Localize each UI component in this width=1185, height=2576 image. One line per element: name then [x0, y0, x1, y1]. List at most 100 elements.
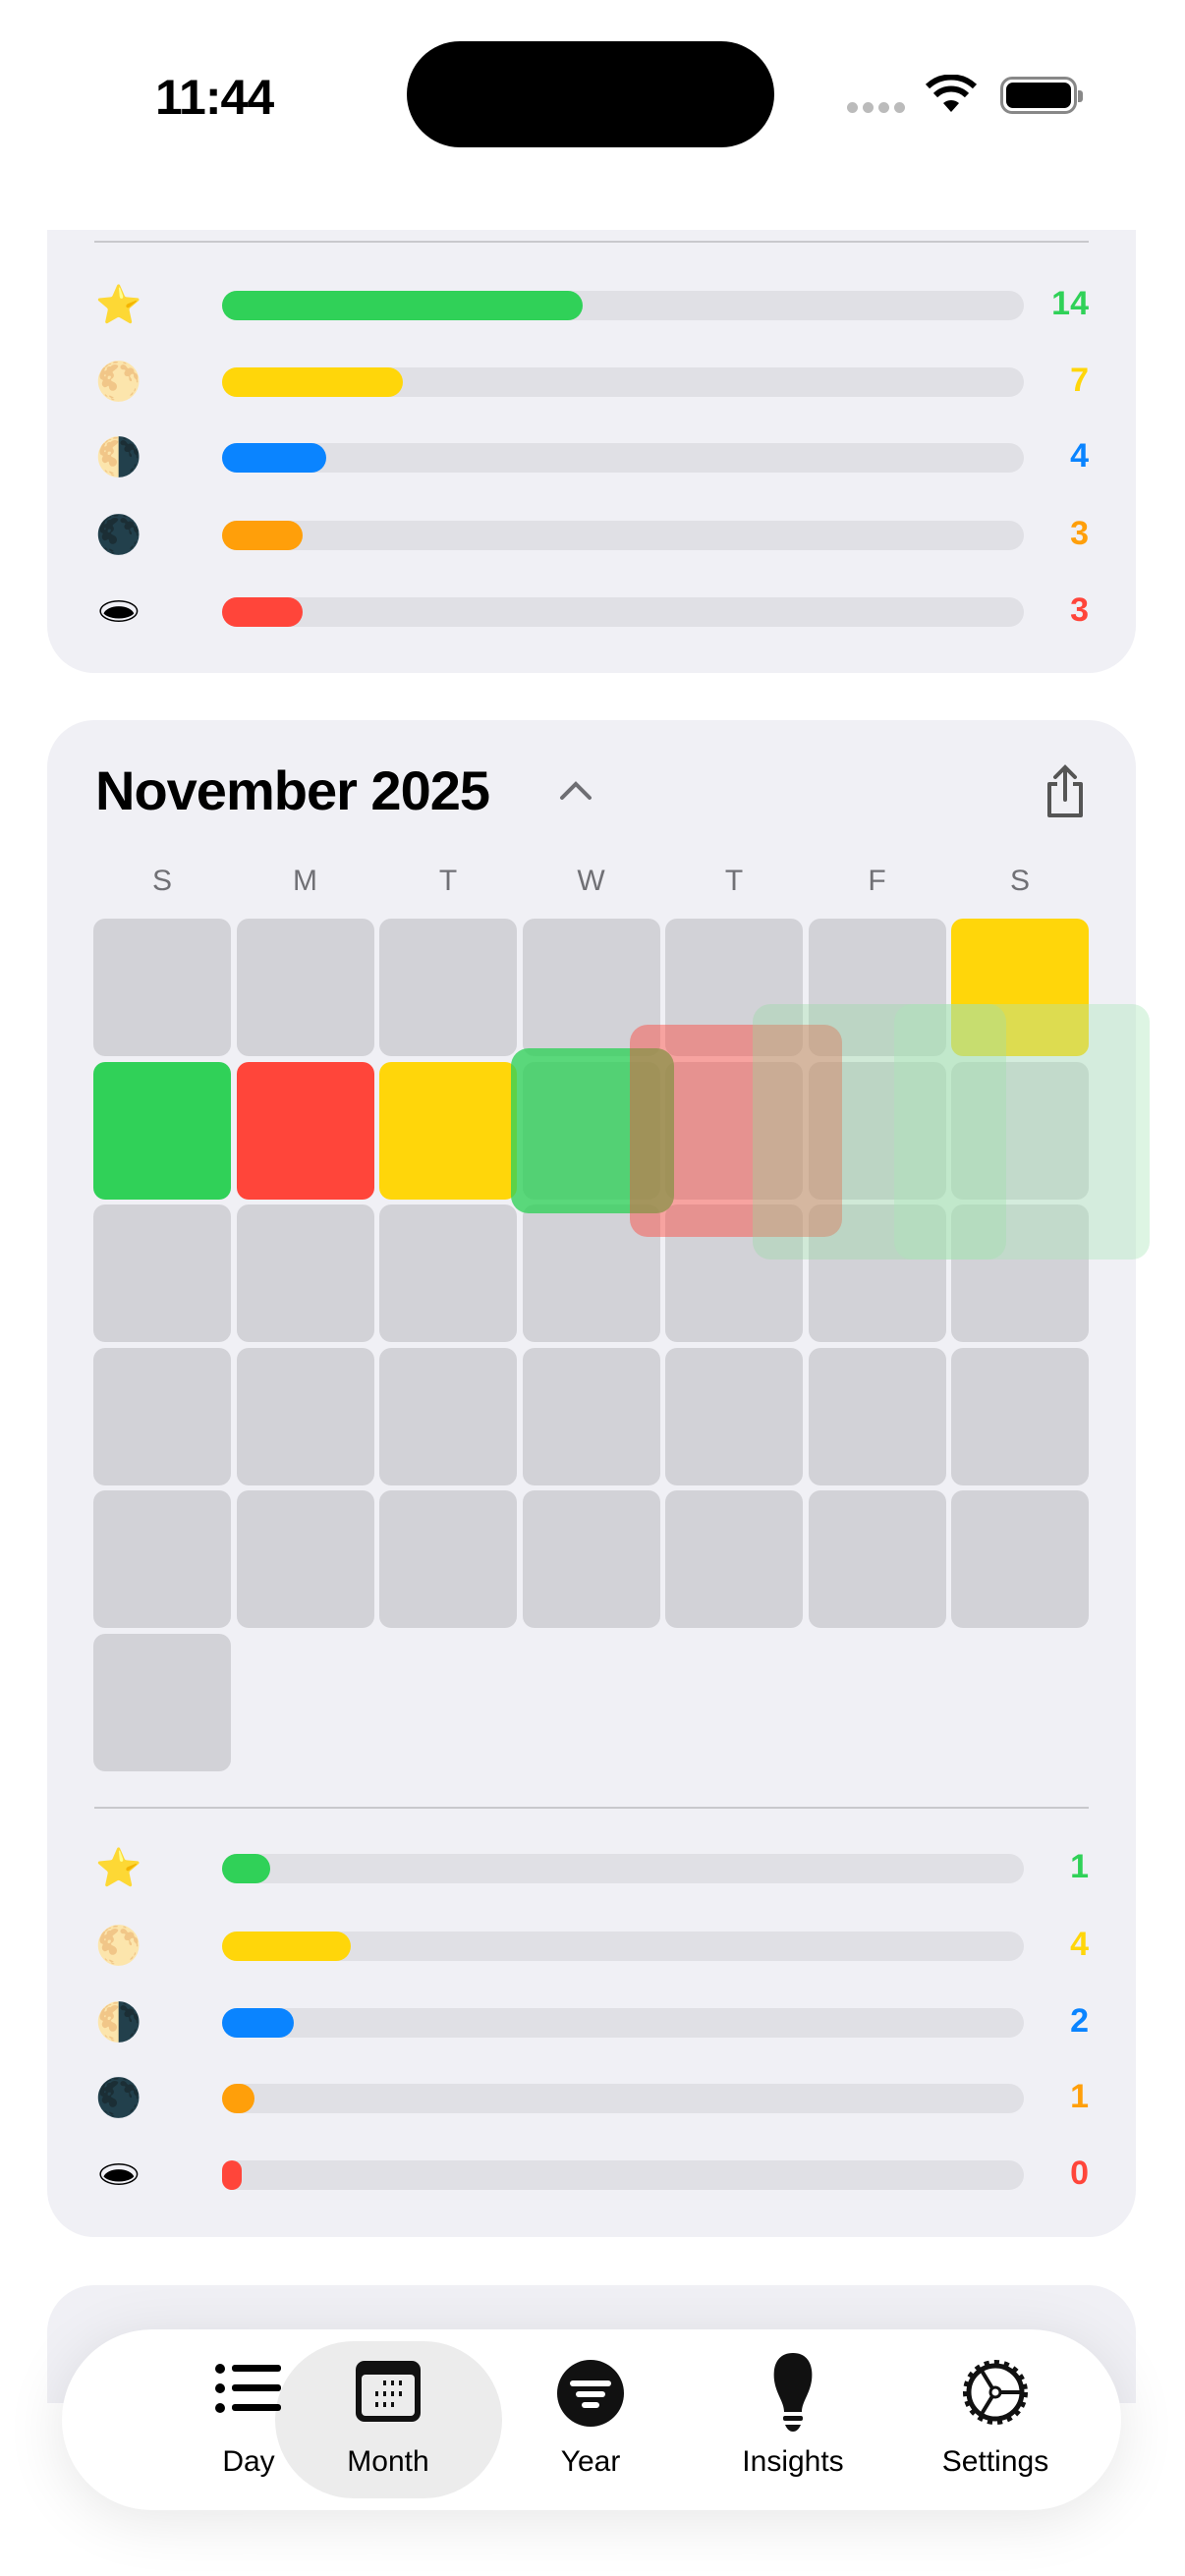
day-cell-30[interactable] [93, 1633, 231, 1771]
progress-fill [222, 443, 327, 473]
day-cell-13[interactable] [665, 1204, 803, 1342]
empty-cell [808, 919, 946, 1056]
day-cell-8[interactable] [951, 1061, 1089, 1200]
previous-month-card: ⭐ 14 🌕 7 🌗 4 🌑 3 🕳 3 [47, 177, 1136, 673]
full-moon-icon: 🌕 [95, 1926, 142, 1967]
hole-icon: 🕳 [94, 591, 143, 633]
summary-row: 🌑 1 [94, 2074, 1089, 2123]
weekday-label: F [868, 865, 886, 897]
empty-cell [522, 919, 660, 1056]
day-cell-11[interactable] [379, 1204, 517, 1342]
count: 3 [1070, 591, 1089, 629]
day-cell-12[interactable] [522, 1204, 660, 1342]
day-cell-27[interactable] [665, 1490, 803, 1628]
count: 3 [1070, 515, 1089, 552]
day-cell-19[interactable] [522, 1347, 660, 1485]
month-title: November 2025 [95, 759, 490, 821]
divider [94, 1807, 1089, 1809]
tab-year[interactable]: Year [482, 2329, 699, 2510]
full-moon-icon: 🌕 [95, 362, 142, 403]
count: 0 [1070, 2155, 1089, 2192]
day-cell-4[interactable] [379, 1061, 517, 1200]
progress-track [222, 2084, 1024, 2113]
summary-row: 🌕 4 [94, 1922, 1089, 1971]
day-cell-7[interactable] [808, 1061, 946, 1200]
empty-cell [93, 919, 231, 1056]
day-cell-25[interactable] [379, 1490, 517, 1628]
day-cell-21[interactable] [808, 1347, 946, 1485]
star-icon: ⭐ [95, 1848, 142, 1889]
day-cell-16[interactable] [93, 1347, 231, 1485]
tab-settings[interactable]: Settings [887, 2329, 1103, 2510]
day-cell-20[interactable] [665, 1347, 803, 1485]
progress-fill [222, 521, 303, 550]
day-cell-26[interactable] [522, 1490, 660, 1628]
day-cell-29[interactable] [951, 1490, 1089, 1628]
tab-day[interactable]: Day [141, 2329, 357, 2510]
filter-circle-icon [557, 2360, 624, 2427]
hole-icon: 🕳 [94, 2155, 143, 2196]
day-cell-23[interactable] [93, 1490, 231, 1628]
day-cell-14[interactable] [808, 1204, 946, 1342]
new-moon-icon: 🌑 [95, 515, 142, 556]
day-cell-10[interactable] [236, 1204, 374, 1342]
day-cell-3[interactable] [236, 1061, 374, 1200]
tab-bar: Day Month Year Insights Settings [62, 2329, 1121, 2510]
summary-row: 🌕 7 [94, 358, 1089, 407]
progress-fill [222, 367, 403, 397]
tab-label: Year [560, 2445, 621, 2478]
calendar-icon [356, 2361, 421, 2422]
empty-cell [665, 919, 803, 1056]
status-time: 11:44 [155, 70, 274, 125]
divider [94, 241, 1089, 243]
progress-track [222, 521, 1024, 550]
signal-icon [847, 102, 906, 114]
chevron-up-icon[interactable] [558, 778, 593, 802]
day-cell-1[interactable] [951, 919, 1089, 1056]
progress-fill [222, 291, 584, 320]
drag-ghost-green [511, 1048, 674, 1213]
count: 4 [1070, 1926, 1089, 1963]
day-cell-18[interactable] [379, 1347, 517, 1485]
summary-row: 🌗 2 [94, 1998, 1089, 2047]
summary-row: 🕳 0 [94, 2151, 1089, 2200]
progress-track [222, 291, 1024, 320]
day-cell-6[interactable] [665, 1061, 803, 1200]
day-cell-24[interactable] [236, 1490, 374, 1628]
summary-row: 🌑 3 [94, 511, 1089, 560]
weekday-label: S [1009, 865, 1030, 897]
day-cell-9[interactable] [93, 1204, 231, 1342]
summary-row: ⭐ 14 [94, 281, 1089, 330]
tab-label: Month [347, 2445, 429, 2478]
day-cell-28[interactable] [808, 1490, 946, 1628]
summary-row: 🕳 3 [94, 588, 1089, 637]
progress-fill [222, 1854, 270, 1883]
progress-track [222, 443, 1024, 473]
day-cell-15[interactable] [951, 1204, 1089, 1342]
progress-fill [222, 2008, 295, 2038]
drag-ghost-light-green [894, 1004, 1150, 1260]
gear-icon [963, 2360, 1028, 2425]
progress-fill [222, 2084, 254, 2113]
share-icon[interactable] [1044, 764, 1087, 819]
day-cell-22[interactable] [951, 1347, 1089, 1485]
day-cell-17[interactable] [236, 1347, 374, 1485]
empty-cell [236, 919, 374, 1056]
weekday-label: T [438, 865, 458, 897]
progress-fill [222, 597, 303, 627]
weekday-label: W [577, 865, 605, 897]
progress-fill [222, 2160, 243, 2190]
progress-fill [222, 1932, 351, 1961]
tab-insights[interactable]: Insights [685, 2329, 901, 2510]
tab-month[interactable]: Month [280, 2329, 496, 2510]
half-moon-icon: 🌗 [95, 437, 142, 478]
progress-track [222, 2008, 1024, 2038]
tab-label: Day [222, 2445, 275, 2478]
new-moon-icon: 🌑 [95, 2078, 142, 2119]
count: 4 [1070, 437, 1089, 475]
empty-cell [379, 919, 517, 1056]
day-cell-2[interactable] [93, 1061, 231, 1200]
battery-icon [1000, 77, 1083, 114]
half-moon-icon: 🌗 [95, 2002, 142, 2044]
dynamic-island [407, 41, 774, 147]
